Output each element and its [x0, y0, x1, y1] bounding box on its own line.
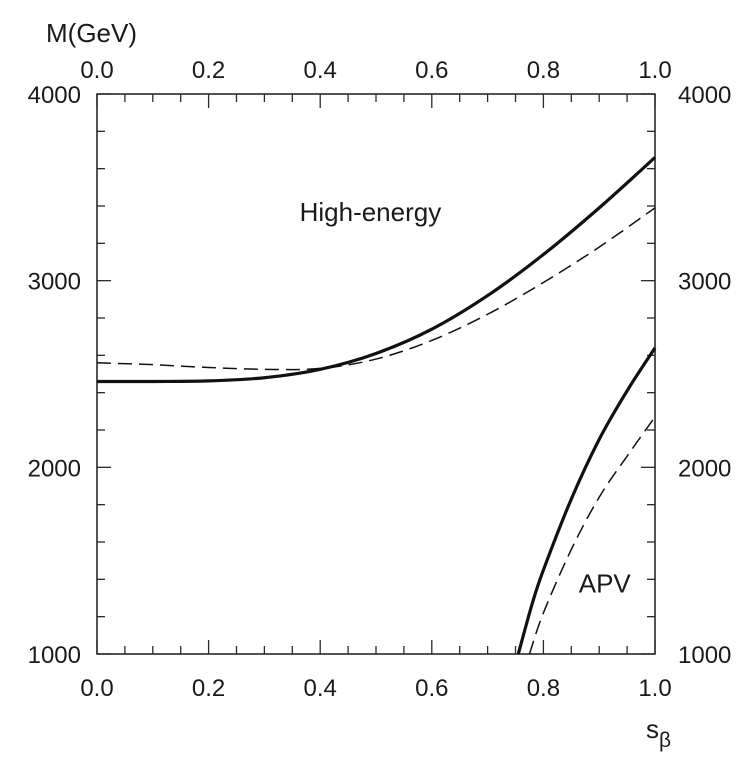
x-tick-label-top: 0.0	[80, 57, 113, 84]
x-tick-label-bottom: 0.2	[192, 675, 225, 702]
series-line-dashed	[528, 416, 656, 655]
x-axis-label: sβ	[646, 714, 671, 752]
x-tick-label-bottom: 0.0	[80, 675, 113, 702]
x-axis-label-subscript: β	[659, 729, 671, 752]
plot-border	[96, 93, 656, 655]
annotation-label: High-energy	[300, 197, 442, 227]
y-tick-label-right: 3000	[678, 269, 731, 296]
y-axis-label: M(GeV)	[46, 18, 137, 48]
x-tick-label-top: 0.4	[304, 57, 337, 84]
y-tick-label-left: 2000	[28, 455, 81, 482]
x-tick-label-bottom: 0.6	[415, 675, 448, 702]
x-tick-label-top: 0.2	[192, 57, 225, 84]
y-tick-label-right: 4000	[678, 82, 731, 109]
series-line-dashed	[96, 207, 656, 371]
x-tick-label-bottom: 0.4	[304, 675, 337, 702]
x-tick-label-bottom: 1.0	[638, 675, 671, 702]
y-tick-label-left: 1000	[28, 642, 81, 669]
x-tick-label-top: 0.8	[527, 57, 560, 84]
tick-marks	[96, 93, 656, 655]
x-tick-label-top: 0.6	[415, 57, 448, 84]
y-tick-label-left: 3000	[28, 269, 81, 296]
annotation-label: APV	[579, 568, 632, 598]
x-tick-label-bottom: 0.8	[527, 675, 560, 702]
y-tick-label-right: 1000	[678, 642, 731, 669]
labels-group: M(GeV) sβ 0.0 0.0 0.2 0.2 0.4 0.4 0.6 0.6 0.8 0.8…	[28, 18, 732, 752]
plot-frame	[96, 93, 656, 655]
x-axis-label-main: s	[646, 714, 659, 744]
x-tick-label-top: 1.0	[638, 57, 671, 84]
y-tick-label-right: 2000	[678, 455, 731, 482]
series-group	[96, 156, 657, 655]
y-tick-label-left: 4000	[28, 82, 81, 109]
series-line-solid	[516, 346, 657, 655]
series-line-solid	[96, 156, 657, 384]
